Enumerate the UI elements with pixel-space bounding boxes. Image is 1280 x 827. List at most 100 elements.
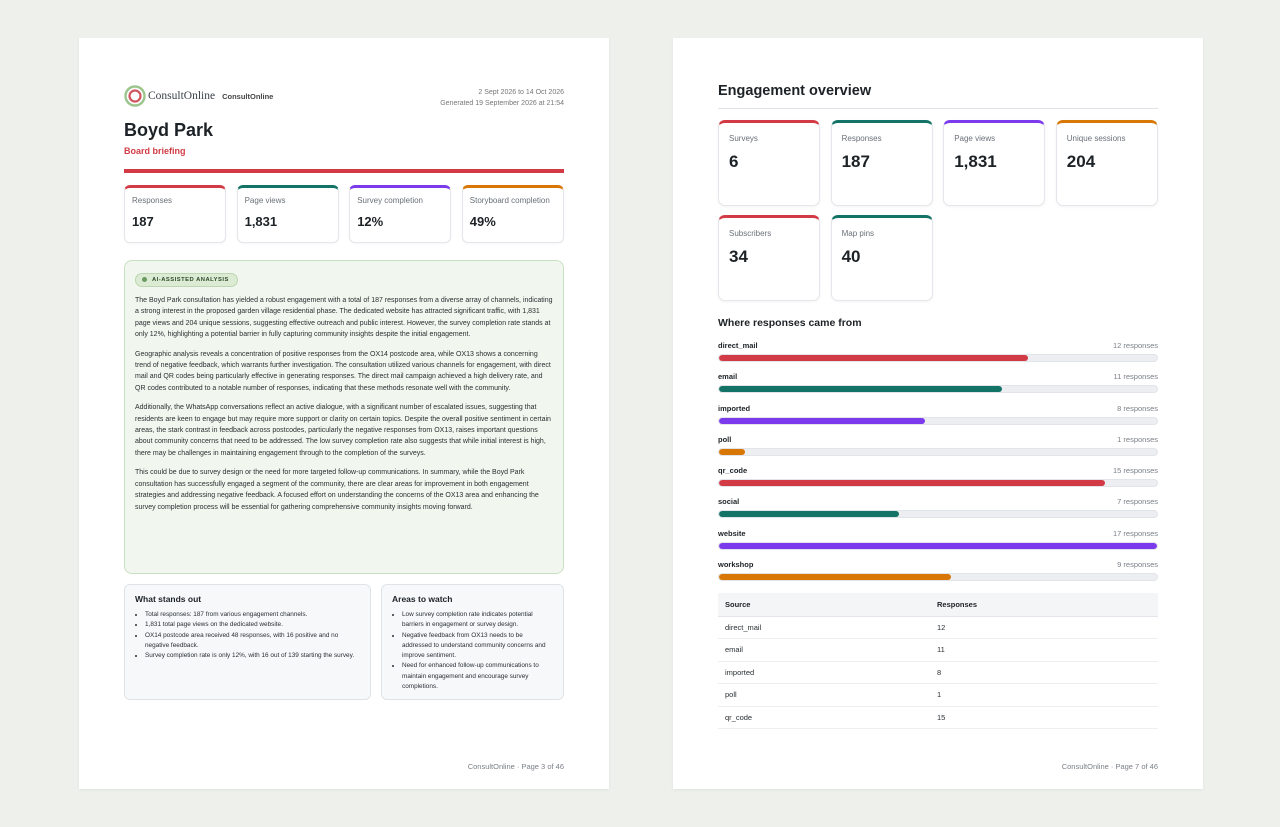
callout-title: Areas to watch [392, 594, 453, 604]
section-divider [718, 108, 1158, 109]
areas-to-watch-card: Areas to watch Low survey completion rat… [381, 584, 564, 700]
brand-logo: ConsultOnline ConsultOnline [124, 85, 273, 107]
table-cell: 11 [930, 638, 1158, 662]
table-cell: direct_mail [718, 616, 930, 639]
kpi-value: 34 [729, 247, 748, 266]
table-cell: 12 [930, 616, 1158, 639]
kpi-card-subscribers: Subscribers 34 [718, 215, 820, 301]
table-row: poll 1 [718, 683, 1158, 707]
ai-analysis-badge: AI-ASSISTED ANALYSIS [135, 272, 238, 287]
table-cell: email [718, 638, 930, 662]
table-row: email 11 [718, 638, 1158, 662]
kpi-card-unique-sessions: Unique sessions 204 [1055, 120, 1158, 206]
source-name: poll [718, 434, 732, 444]
source-count: 15 responses [1112, 466, 1158, 476]
page-title: Boyd Park [124, 120, 214, 140]
sources-heading: Where responses came from [718, 317, 862, 329]
bar-fill [719, 448, 745, 455]
kpi-card-storyboard-completion: Storyboard completion 49% [461, 185, 564, 243]
table-row: imported 8 [718, 661, 1158, 684]
table-row: qr_code 15 [718, 706, 1158, 729]
bar-track [718, 573, 1158, 582]
kpi-label: Storyboard completion [469, 196, 550, 205]
report-page-3: ConsultOnline ConsultOnline 2 Sept 2026 … [79, 38, 609, 789]
report-page-7: Engagement overview Surveys 6 Responses … [673, 38, 1203, 789]
kpi-card-surveys: Surveys 6 [718, 120, 820, 206]
analysis-paragraph: The Boyd Park consultation has yielded a… [135, 297, 553, 339]
page-footer: ConsultOnline · Page 3 of 46 [467, 762, 564, 771]
bar-track [718, 385, 1158, 394]
kpi-value: 1,831 [244, 214, 278, 229]
bar-track [718, 479, 1158, 488]
callout-list: Total responses: 187 from various engage… [135, 610, 360, 661]
table-cell: 1 [930, 683, 1158, 707]
kpi-card-map-pins: Map pins 40 [830, 215, 933, 301]
source-bar-row: poll 1 responses [718, 435, 1158, 466]
kpi-value: 187 [841, 152, 870, 171]
logo-wordmark: ConsultOnline [148, 90, 216, 102]
callout-title: What stands out [135, 594, 202, 604]
source-name: social [718, 497, 740, 507]
page-header: ConsultOnline ConsultOnline 2 Sept 2026 … [124, 85, 564, 111]
report-meta: 2 Sept 2026 to 14 Oct 2026 Generated 19 … [440, 87, 564, 109]
source-count: 7 responses [1117, 497, 1158, 507]
kpi-cards: Responses 187 Page views 1,831 Survey co… [124, 185, 564, 243]
source-name: qr_code [718, 466, 748, 476]
kpi-card-responses: Responses 187 [124, 185, 226, 243]
table-cell: poll [718, 683, 930, 707]
table-cell: qr_code [718, 706, 930, 729]
kpi-label: Page views [954, 134, 996, 143]
list-item: Negative feedback from OX13 needs to be … [402, 631, 553, 662]
list-item: OX14 postcode area received 48 responses… [145, 631, 360, 652]
source-count: 12 responses [1112, 341, 1158, 350]
bar-track [718, 510, 1158, 519]
source-name: email [718, 372, 738, 382]
bar-fill [719, 480, 1106, 487]
analysis-paragraph: This could be due to survey design or th… [135, 469, 539, 511]
date-range: 2 Sept 2026 to 14 Oct 2026 [478, 89, 564, 96]
source-count: 9 responses [1117, 560, 1158, 570]
analysis-paragraph: Additionally, the WhatsApp conversations… [135, 404, 551, 457]
bar-fill [719, 511, 900, 518]
bar-fill [719, 417, 926, 424]
table-row: direct_mail 12 [718, 616, 1158, 639]
bar-track [718, 416, 1158, 425]
source-bar-row: direct_mail 12 responses [718, 341, 1158, 372]
generated-timestamp: Generated 19 September 2026 at 21:54 [440, 100, 564, 107]
page-footer: ConsultOnline · Page 7 of 46 [1061, 762, 1158, 771]
source-name: workshop [718, 560, 754, 570]
source-count: 8 responses [1117, 403, 1158, 413]
kpi-label: Survey completion [357, 196, 423, 205]
sources-table: Source Responses direct_mail 12 email 11… [718, 593, 1158, 729]
bar-fill [719, 355, 1029, 361]
kpi-value: 204 [1066, 152, 1096, 171]
bar-fill [719, 574, 951, 581]
table-cell: 15 [930, 706, 1158, 729]
callout-list: Low survey completion rate indicates pot… [392, 610, 553, 692]
column-header-source: Source [718, 593, 930, 617]
section-title: Engagement overview [718, 83, 872, 99]
list-item: Need for enhanced follow-up communicatio… [402, 661, 553, 692]
kpi-value: 6 [729, 152, 739, 171]
source-bar-row: imported 8 responses [718, 404, 1158, 435]
source-count: 11 responses [1113, 372, 1158, 382]
kpi-card-page-views: Page views 1,831 [943, 120, 1046, 206]
kpi-card-responses: Responses 187 [830, 120, 933, 206]
kpi-label: Subscribers [729, 229, 772, 238]
bar-fill [719, 542, 1157, 549]
list-item: Total responses: 187 from various engage… [145, 610, 360, 620]
response-source-bars: direct_mail 12 responses email 11 respon… [718, 341, 1158, 591]
source-bar-row: website 17 responses [718, 529, 1158, 560]
table-cell: imported [718, 661, 930, 684]
list-item: 1,831 total page views on the dedicated … [145, 620, 360, 630]
kpi-value: 49% [469, 214, 496, 229]
kpi-label: Surveys [729, 134, 758, 143]
source-bar-row: workshop 9 responses [718, 560, 1158, 591]
bar-track [718, 541, 1158, 550]
org-name: ConsultOnline [222, 91, 274, 101]
column-header-responses: Responses [930, 593, 1158, 617]
bar-track [718, 447, 1158, 456]
kpi-value: 12% [357, 214, 384, 229]
kpi-label: Map pins [841, 229, 875, 238]
kpi-card-page-views: Page views 1,831 [236, 185, 339, 243]
